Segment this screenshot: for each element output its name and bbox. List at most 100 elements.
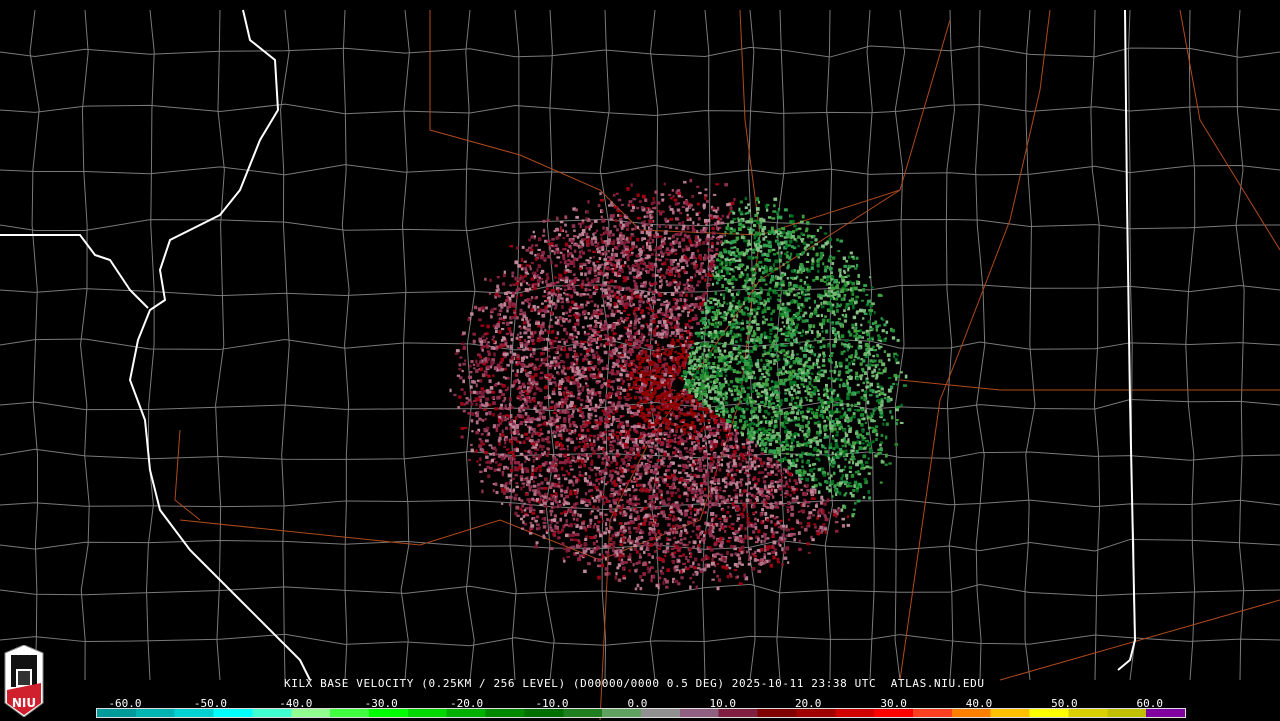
- radar-gate: [811, 330, 814, 335]
- radar-gate: [580, 303, 584, 306]
- radar-gate: [531, 466, 534, 470]
- radar-gate: [656, 439, 660, 443]
- radar-gate: [825, 486, 829, 490]
- radar-gate: [869, 347, 874, 352]
- radar-gate: [614, 292, 617, 297]
- county-line: [865, 9, 875, 681]
- radar-gate: [779, 524, 783, 528]
- radar-gate: [603, 281, 608, 285]
- radar-gate: [714, 356, 717, 359]
- radar-gate: [530, 296, 534, 300]
- radar-gate: [561, 305, 564, 309]
- radar-gate: [664, 411, 667, 415]
- radar-gate: [621, 299, 624, 304]
- radar-gate: [837, 373, 841, 377]
- radar-gate: [686, 493, 689, 497]
- radar-gate: [610, 476, 613, 480]
- radar-gate: [711, 339, 714, 343]
- radar-gate: [749, 437, 753, 442]
- radar-gate: [757, 471, 762, 475]
- radar-gate: [589, 480, 592, 484]
- radar-gate: [518, 407, 521, 412]
- radar-gate: [629, 508, 632, 512]
- radar-gate: [668, 281, 673, 286]
- radar-gate: [646, 374, 651, 377]
- radar-gate: [701, 302, 704, 307]
- radar-gate: [842, 452, 845, 457]
- radar-gate: [549, 416, 554, 421]
- radar-gate: [730, 227, 733, 230]
- radar-gate: [682, 387, 686, 391]
- radar-gate: [817, 405, 821, 410]
- radar-gate: [517, 433, 520, 436]
- radar-gate: [715, 406, 718, 411]
- radar-gate: [590, 242, 595, 246]
- radar-gate: [484, 332, 489, 336]
- radar-gate: [754, 284, 757, 288]
- radar-gate: [581, 221, 585, 225]
- radar-gate: [760, 548, 764, 552]
- radar-gate: [513, 448, 517, 452]
- radar-gate: [672, 195, 675, 198]
- radar-gate: [607, 391, 611, 394]
- radar-gate: [560, 410, 565, 414]
- radar-gate: [855, 299, 858, 302]
- radar-gate: [543, 517, 547, 521]
- radar-gate: [798, 480, 802, 484]
- radar-gate: [499, 433, 502, 436]
- radar-gate: [573, 370, 576, 374]
- radar-gate: [477, 428, 481, 432]
- radar-gate: [806, 409, 811, 413]
- radar-gate: [570, 280, 574, 283]
- radar-gate: [753, 347, 757, 351]
- radar-gate: [559, 229, 563, 232]
- radar-gate: [517, 395, 521, 399]
- radar-gate: [509, 321, 513, 324]
- radar-gate: [592, 337, 597, 342]
- radar-gate: [609, 295, 612, 298]
- radar-gate: [592, 483, 595, 487]
- radar-gate: [653, 446, 657, 450]
- radar-gate: [710, 214, 714, 218]
- radar-gate: [812, 279, 816, 282]
- radar-gate: [765, 205, 769, 209]
- radar-gate: [640, 544, 644, 548]
- radar-gate: [672, 524, 675, 529]
- radar-gate: [578, 222, 582, 225]
- radar-gate: [530, 381, 534, 386]
- radar-gate: [596, 337, 601, 341]
- radar-gate: [637, 259, 641, 262]
- radar-gate: [742, 411, 746, 415]
- radar-gate: [631, 440, 636, 444]
- radar-gate: [666, 371, 671, 375]
- radar-gate: [785, 524, 788, 528]
- radar-gate: [502, 282, 506, 286]
- radar-gate: [810, 266, 814, 270]
- radar-gate: [670, 428, 674, 433]
- radar-gate: [868, 312, 873, 316]
- radar-gate: [628, 515, 633, 520]
- radar-gate: [685, 556, 688, 560]
- radar-gate: [553, 434, 557, 438]
- radar-gate: [664, 336, 669, 339]
- radar-gate: [541, 347, 546, 351]
- radar-gate: [621, 318, 624, 322]
- radar-gate: [767, 484, 772, 489]
- radar-gate: [585, 239, 590, 244]
- radar-gate: [622, 354, 626, 359]
- radar-gate: [616, 442, 620, 446]
- radar-gate: [804, 436, 807, 441]
- radar-gate: [835, 365, 839, 368]
- radar-gate: [667, 237, 672, 240]
- radar-gate: [673, 369, 678, 374]
- radar-gate: [499, 412, 502, 416]
- radar-gate: [751, 248, 755, 252]
- radar-gate: [771, 402, 776, 405]
- radar-gate: [779, 350, 783, 354]
- radar-gate: [688, 319, 692, 323]
- radar-gate: [668, 308, 672, 311]
- radar-gate: [581, 521, 585, 526]
- radar-gate: [744, 535, 747, 540]
- radar-gate: [647, 503, 650, 506]
- radar-gate: [677, 245, 682, 248]
